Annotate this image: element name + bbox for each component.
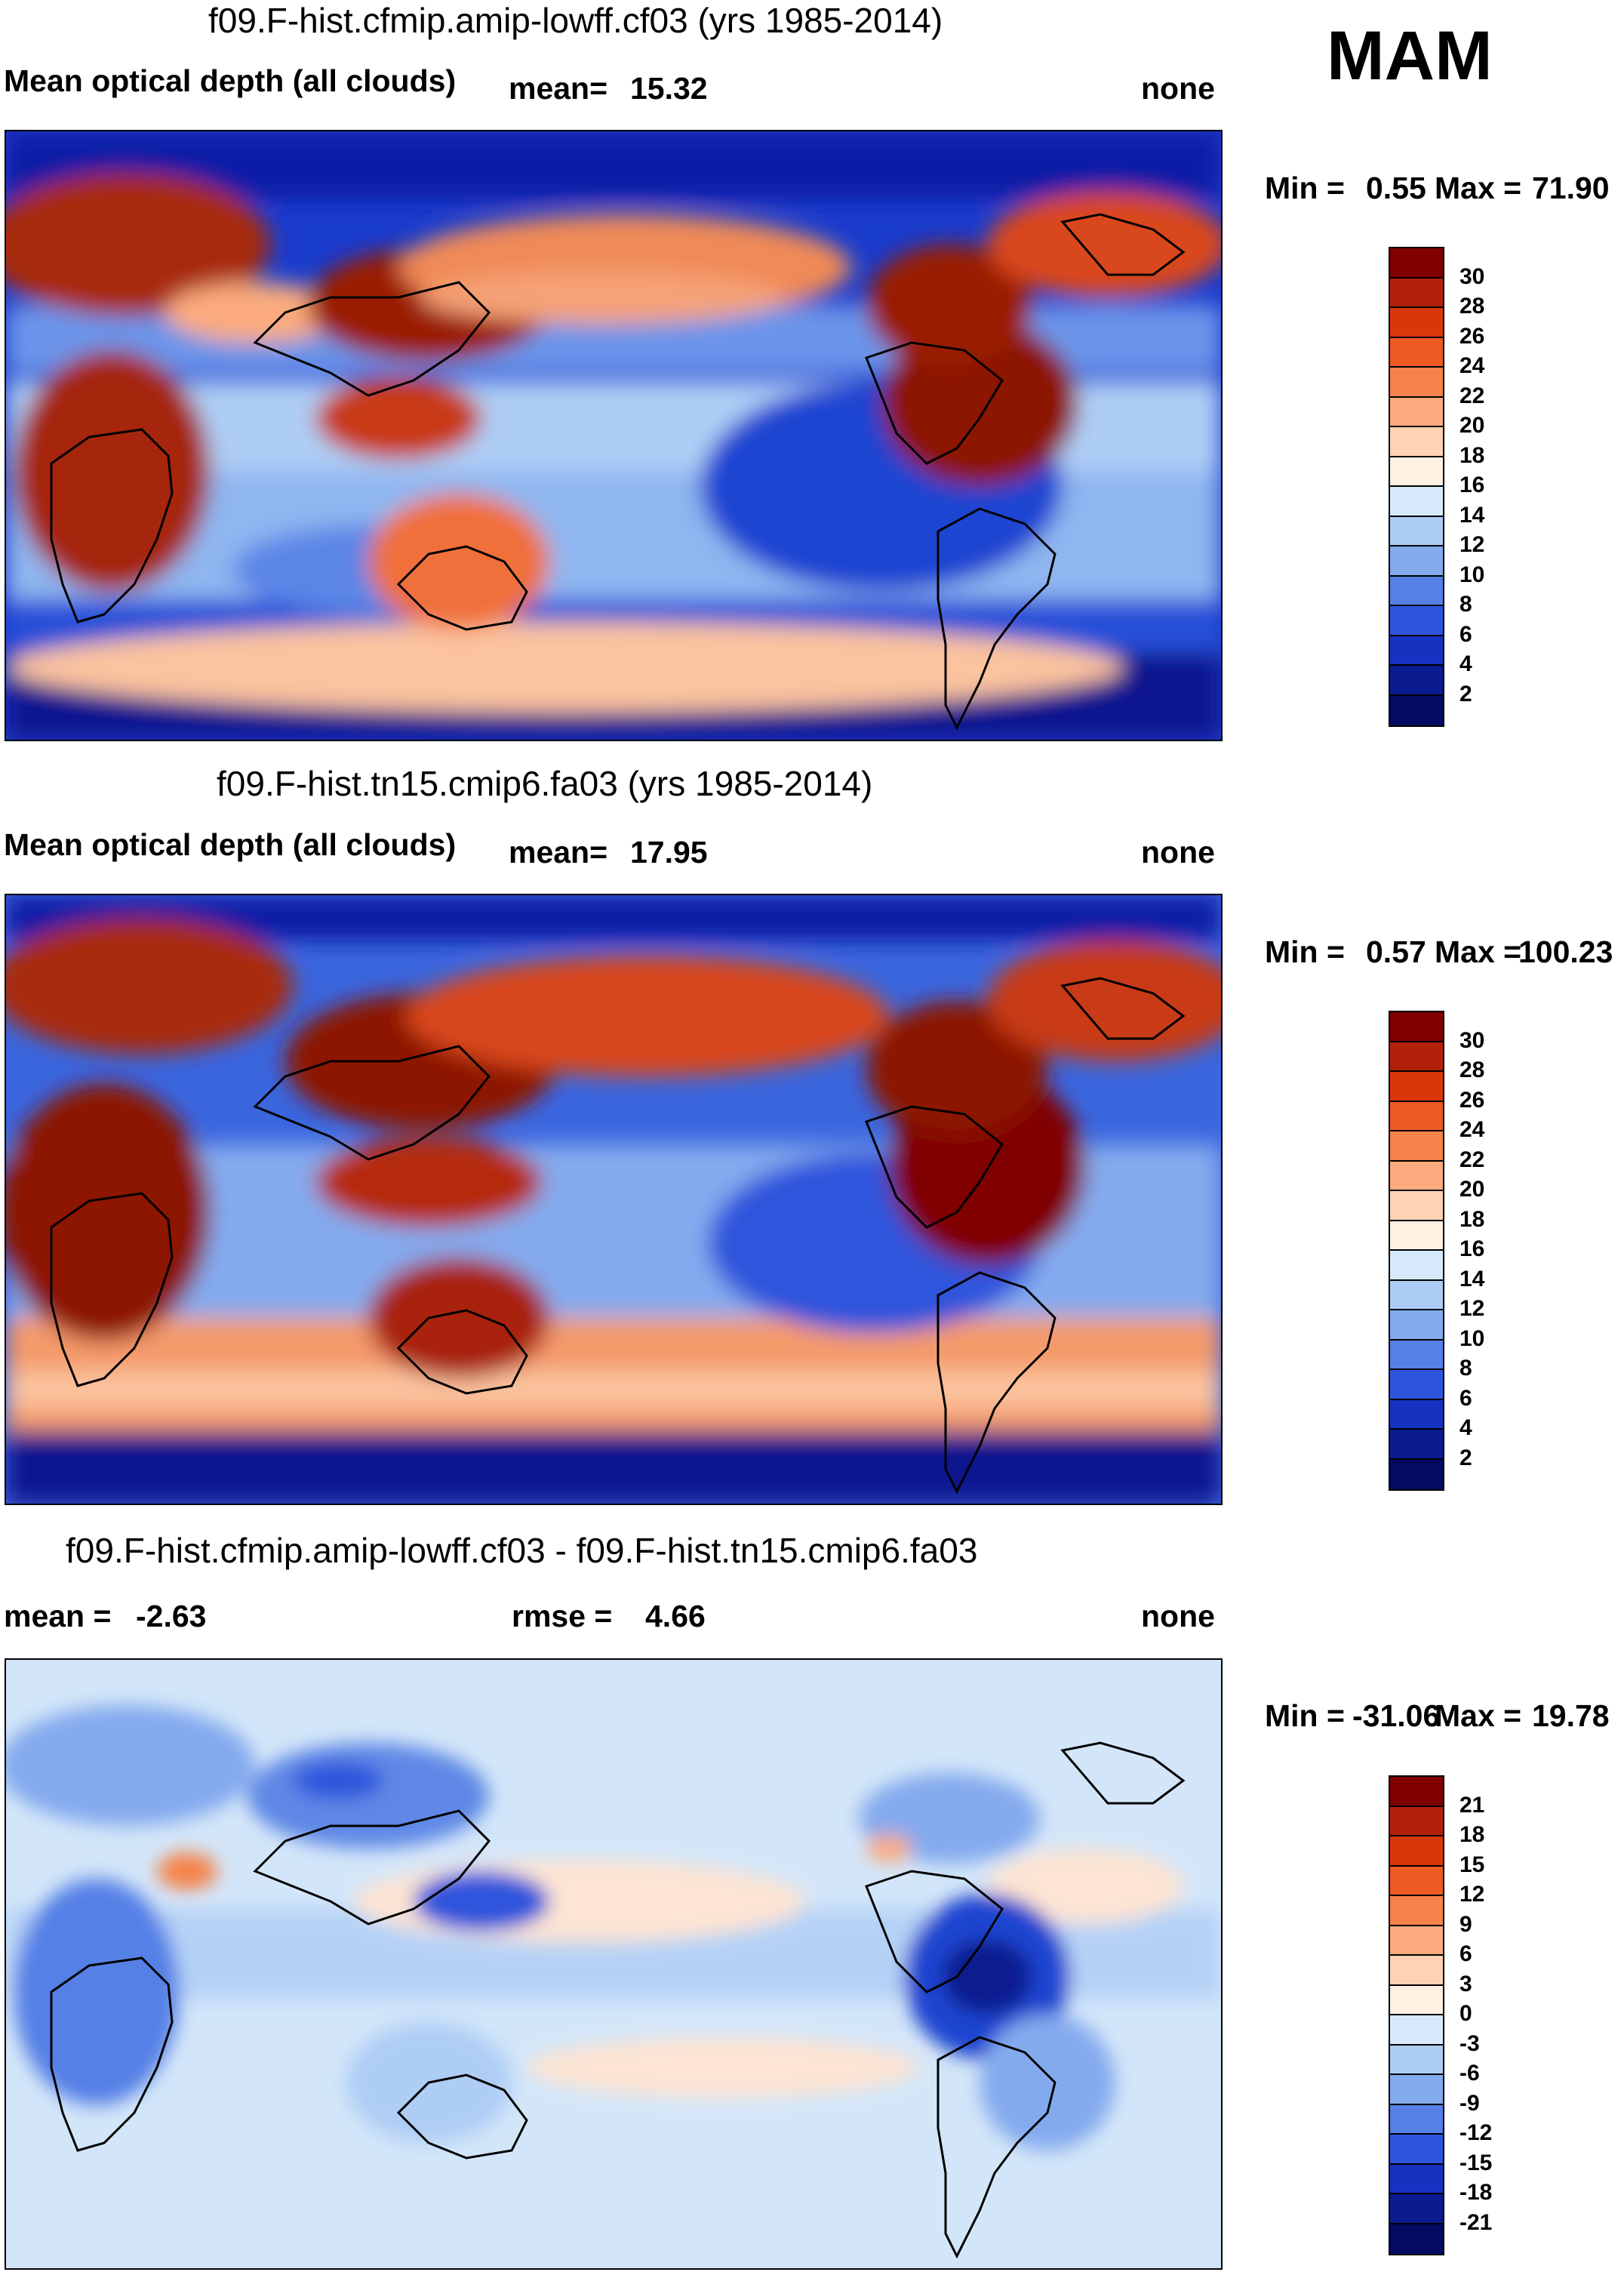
panel-2-mean-value: 17.95 <box>630 835 708 870</box>
colorbar-tick: -9 <box>1459 2091 1480 2116</box>
colorbar-tick: 0 <box>1459 2001 1472 2026</box>
panel-3-map <box>5 1658 1223 2270</box>
panel-1-map <box>5 130 1223 741</box>
colorbar-tick: -6 <box>1459 2061 1480 2086</box>
colorbar-tick: 2 <box>1459 682 1472 707</box>
colorbar-tick: 30 <box>1459 264 1485 289</box>
colorbar-tick: 18 <box>1459 443 1485 468</box>
colorbar-tick: 15 <box>1459 1852 1485 1877</box>
colorbar-tick: -3 <box>1459 2031 1480 2056</box>
panel-3-max-value: 19.78 <box>1532 1698 1610 1733</box>
colorbar-tick: 26 <box>1459 1088 1485 1113</box>
colorbar-tick: -15 <box>1459 2150 1493 2175</box>
colorbar-tick: 22 <box>1459 383 1485 408</box>
colorbar-tick: 3 <box>1459 1972 1472 1996</box>
panel-2-colorbar-ticks: 30 28 26 24 22 20 18 16 14 12 10 8 6 4 2 <box>1459 1011 1527 1488</box>
colorbar-tick: 12 <box>1459 1296 1485 1321</box>
panel-2-units: none <box>1141 835 1215 870</box>
panel-1-mean-label: mean= <box>509 71 608 106</box>
panel-3-rmse-value: 4.66 <box>645 1599 706 1633</box>
colorbar-tick: -21 <box>1459 2210 1493 2235</box>
colorbar-tick: 14 <box>1459 1267 1485 1291</box>
colorbar-tick: 21 <box>1459 1793 1485 1818</box>
colorbar-tick: 24 <box>1459 1117 1485 1142</box>
panel-2-min-label: Min = <box>1265 934 1345 969</box>
colorbar-tick: 12 <box>1459 1882 1485 1907</box>
panel-3-max-label: Max = <box>1435 1698 1522 1733</box>
panel-1-units: none <box>1141 71 1215 106</box>
panel-3-title: f09.F-hist.cfmip.amip-lowff.cf03 - f09.F… <box>66 1531 978 1570</box>
colorbar-tick: 4 <box>1459 651 1472 676</box>
panel-1-title: f09.F-hist.cfmip.amip-lowff.cf03 (yrs 19… <box>208 1 943 40</box>
panel-3-mean-value: -2.63 <box>136 1599 207 1633</box>
colorbar-tick: 18 <box>1459 1822 1485 1847</box>
colorbar-tick: 9 <box>1459 1912 1472 1937</box>
panel-3-rmse-label: rmse = <box>512 1599 613 1633</box>
colorbar-tick: 12 <box>1459 532 1485 557</box>
panel-3-colorbar <box>1389 1775 1444 2255</box>
panel-2-mean-label: mean= <box>509 835 608 870</box>
panel-1-min-label: Min = <box>1265 171 1345 205</box>
panel-1-min-value: 0.55 <box>1366 171 1426 205</box>
colorbar-tick: 6 <box>1459 622 1472 647</box>
panel-1-variable: Mean optical depth (all clouds) <box>4 63 457 98</box>
colorbar-tick: 8 <box>1459 592 1472 617</box>
panel-1-max-value: 71.90 <box>1532 171 1610 205</box>
colorbar-tick: 28 <box>1459 1057 1485 1082</box>
colorbar-tick: 18 <box>1459 1207 1485 1232</box>
panel-2-max-label: Max = <box>1435 934 1522 969</box>
panel-2-title: f09.F-hist.tn15.cmip6.fa03 (yrs 1985-201… <box>217 764 873 803</box>
panel-3-min-label: Min = <box>1265 1698 1345 1733</box>
colorbar-tick: 20 <box>1459 413 1485 438</box>
colorbar-tick: 30 <box>1459 1028 1485 1053</box>
colorbar-tick: 26 <box>1459 324 1485 349</box>
colorbar-tick: 22 <box>1459 1147 1485 1172</box>
colorbar-tick: 2 <box>1459 1445 1472 1470</box>
colorbar-tick: 10 <box>1459 1326 1485 1351</box>
panel-1-colorbar-ticks: 30 28 26 24 22 20 18 16 14 12 10 8 6 4 2 <box>1459 247 1527 724</box>
panel-2-map <box>5 894 1223 1505</box>
panel-3-mean-label: mean = <box>4 1599 112 1633</box>
colorbar-tick: 4 <box>1459 1415 1472 1440</box>
colorbar-tick: 28 <box>1459 294 1485 319</box>
colorbar-tick: 6 <box>1459 1386 1472 1411</box>
colorbar-tick: 20 <box>1459 1177 1485 1202</box>
colorbar-tick: -18 <box>1459 2180 1493 2205</box>
colorbar-tick: 16 <box>1459 1236 1485 1261</box>
season-label: MAM <box>1327 17 1493 94</box>
colorbar-tick: 16 <box>1459 473 1485 497</box>
panel-3-colorbar-ticks: 21 18 15 12 9 6 3 0 -3 -6 -9 -12 -15 -18… <box>1459 1775 1527 2252</box>
panel-2-max-value: 100.23 <box>1518 934 1613 969</box>
colorbar-tick: 10 <box>1459 562 1485 587</box>
panel-1-mean-value: 15.32 <box>630 71 708 106</box>
colorbar-tick: 6 <box>1459 1941 1472 1966</box>
panel-1-max-label: Max = <box>1435 171 1522 205</box>
colorbar-tick: 24 <box>1459 353 1485 378</box>
colorbar-tick: 8 <box>1459 1356 1472 1381</box>
panel-1-colorbar <box>1389 247 1444 727</box>
panel-3-units: none <box>1141 1599 1215 1633</box>
colorbar-tick: 14 <box>1459 503 1485 528</box>
panel-2-colorbar <box>1389 1011 1444 1491</box>
panel-2-min-value: 0.57 <box>1366 934 1426 969</box>
panel-3-min-value: -31.06 <box>1352 1698 1441 1733</box>
panel-2-variable: Mean optical depth (all clouds) <box>4 827 457 862</box>
colorbar-tick: -12 <box>1459 2120 1493 2145</box>
